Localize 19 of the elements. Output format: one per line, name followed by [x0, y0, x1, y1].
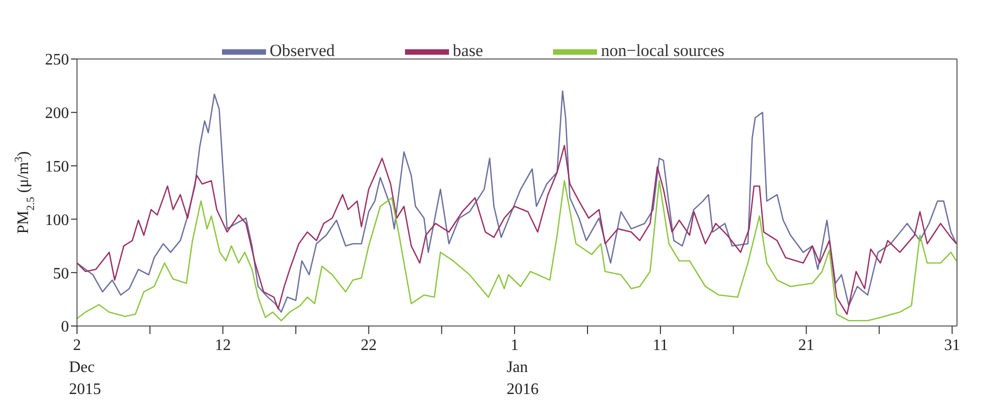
- legend-label: Observed: [270, 40, 335, 60]
- line-series: [77, 90, 957, 313]
- y-tick-label: 250: [45, 52, 69, 69]
- line-series: [77, 180, 957, 322]
- line-series: [77, 144, 957, 315]
- x-tick-label: 12: [214, 337, 231, 354]
- x-tick-label: 22: [360, 337, 377, 354]
- x-tick-label: 21: [798, 337, 814, 354]
- x-tick-label: 11: [652, 337, 668, 354]
- legend-label: base: [452, 40, 483, 60]
- y-tick-label: 0: [61, 318, 69, 336]
- x-tick-label: 1 Jan 2016: [506, 337, 539, 398]
- y-tick-label: 200: [45, 105, 69, 122]
- x-tick-label: 31: [944, 337, 960, 354]
- y-tick-label: 50: [53, 265, 69, 282]
- x-tick-label: 2 Dec 2015: [69, 337, 101, 398]
- legend-label: non−local sources: [601, 40, 724, 60]
- y-tick-label: 150: [45, 158, 69, 176]
- y-tick-label: 100: [45, 212, 69, 229]
